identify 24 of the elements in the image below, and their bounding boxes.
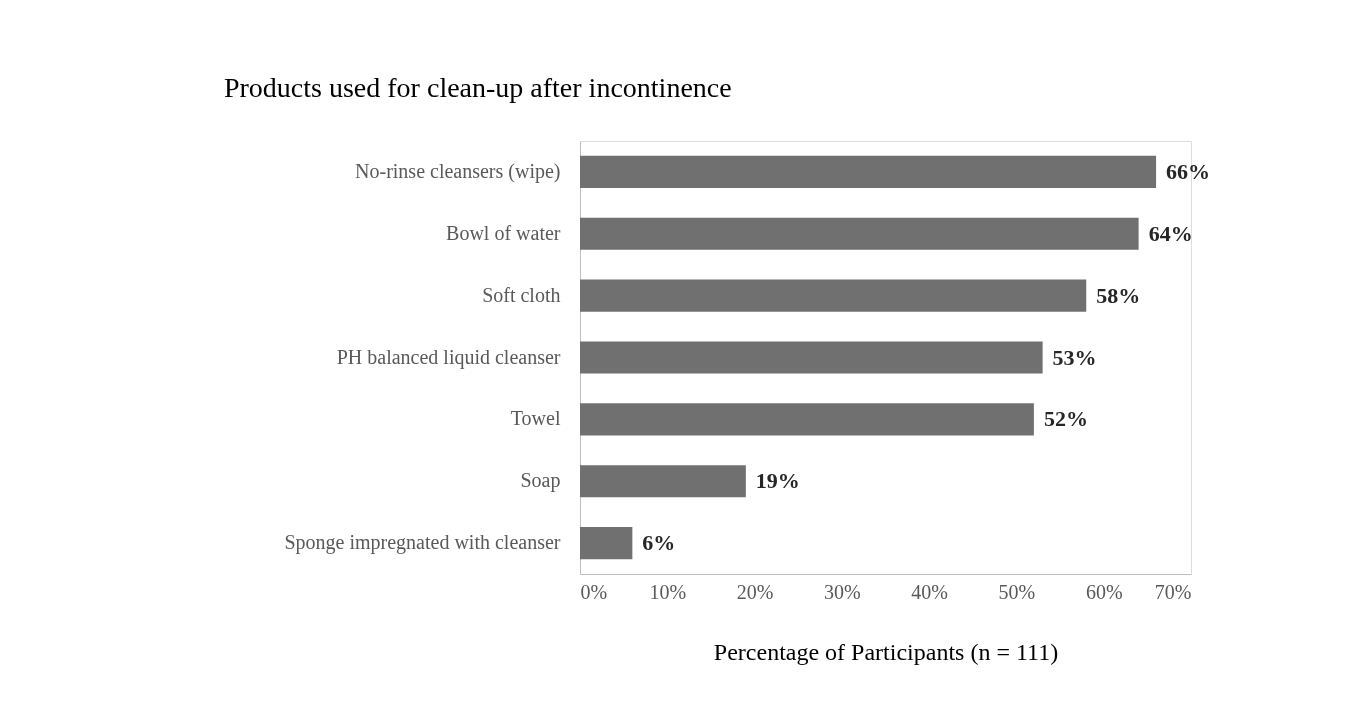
data-label: 64% bbox=[1148, 220, 1193, 246]
y-tick-label: No-rinse cleansers (wipe) bbox=[355, 159, 561, 183]
data-label: 19% bbox=[755, 468, 800, 494]
y-tick-label: Towel bbox=[510, 407, 561, 430]
x-tick-label: 20% bbox=[736, 580, 774, 603]
data-label: 6% bbox=[642, 530, 676, 556]
x-tick-label: 70% bbox=[1154, 580, 1192, 603]
data-label: 52% bbox=[1043, 406, 1088, 432]
data-label: 58% bbox=[1096, 282, 1141, 308]
chart-title: Products used for clean-up after incontinence bbox=[223, 72, 732, 103]
y-tick-label: Bowl of water bbox=[446, 221, 561, 244]
y-tick-label: PH balanced liquid cleanser bbox=[336, 345, 561, 369]
y-tick-label: Soft cloth bbox=[482, 283, 561, 306]
x-tick-label: 0% bbox=[580, 580, 608, 603]
x-tick-label: 50% bbox=[998, 580, 1036, 603]
x-tick-label: 60% bbox=[1085, 580, 1123, 603]
y-tick-label: Soap bbox=[520, 469, 561, 493]
x-tick-label: 40% bbox=[911, 580, 948, 603]
x-tick-label: 10% bbox=[649, 580, 687, 603]
x-axis-title: Percentage of Participants (n = 111) bbox=[713, 638, 1059, 665]
data-label: 53% bbox=[1052, 344, 1097, 370]
y-tick-label: Sponge impregnated with cleanser bbox=[284, 531, 561, 555]
x-tick-label: 30% bbox=[824, 580, 861, 603]
data-label: 66% bbox=[1166, 158, 1211, 184]
